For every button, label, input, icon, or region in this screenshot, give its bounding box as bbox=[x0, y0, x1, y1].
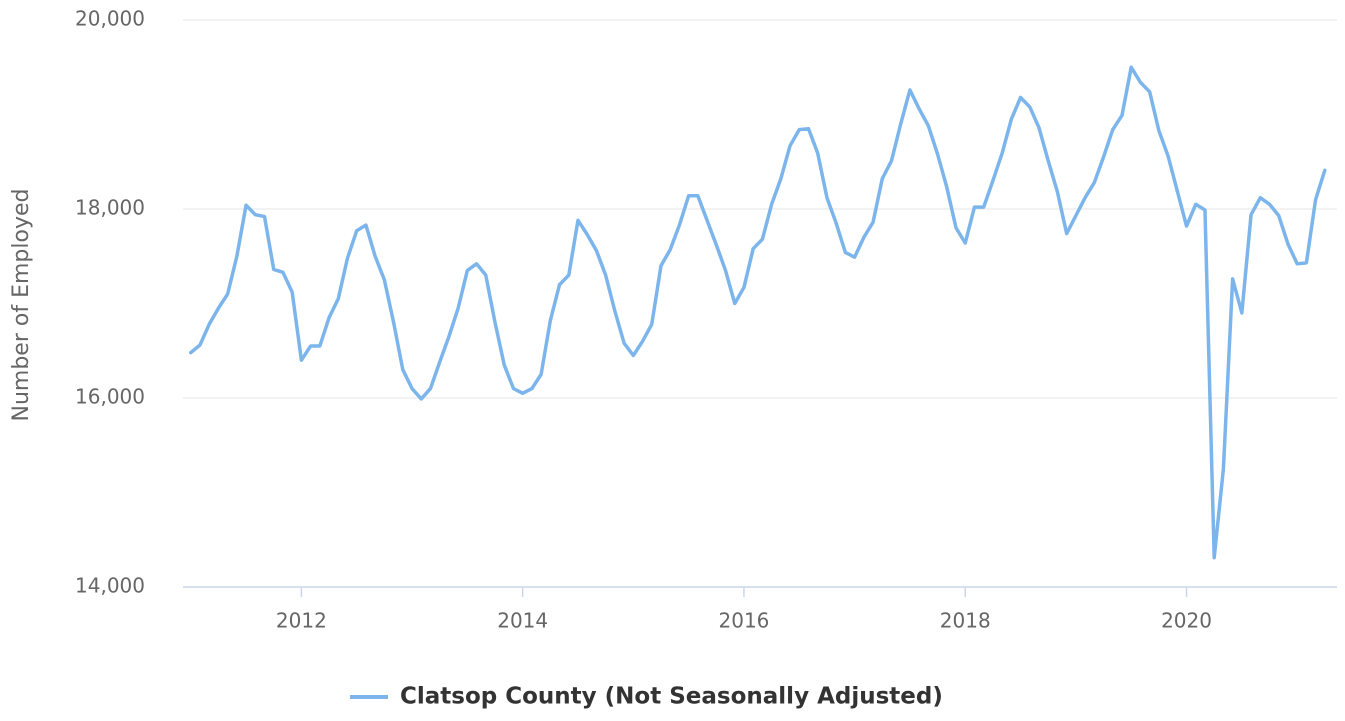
x-tick-label: 2016 bbox=[719, 609, 770, 633]
legend-label[interactable]: Clatsop County (Not Seasonally Adjusted) bbox=[400, 684, 943, 710]
y-tick-label: 18,000 bbox=[75, 196, 145, 220]
y-tick-label: 16,000 bbox=[75, 385, 145, 409]
x-tick-label: 2018 bbox=[940, 609, 991, 633]
series-line bbox=[188, 65, 1327, 560]
x-tick-label: 2014 bbox=[497, 609, 548, 633]
y-tick-label: 14,000 bbox=[75, 574, 145, 598]
x-tick-label: 2012 bbox=[276, 609, 327, 633]
y-axis-title: Number of Employed bbox=[9, 189, 34, 422]
x-tick-label: 2020 bbox=[1161, 609, 1212, 633]
y-tick-label: 20,000 bbox=[75, 7, 145, 31]
